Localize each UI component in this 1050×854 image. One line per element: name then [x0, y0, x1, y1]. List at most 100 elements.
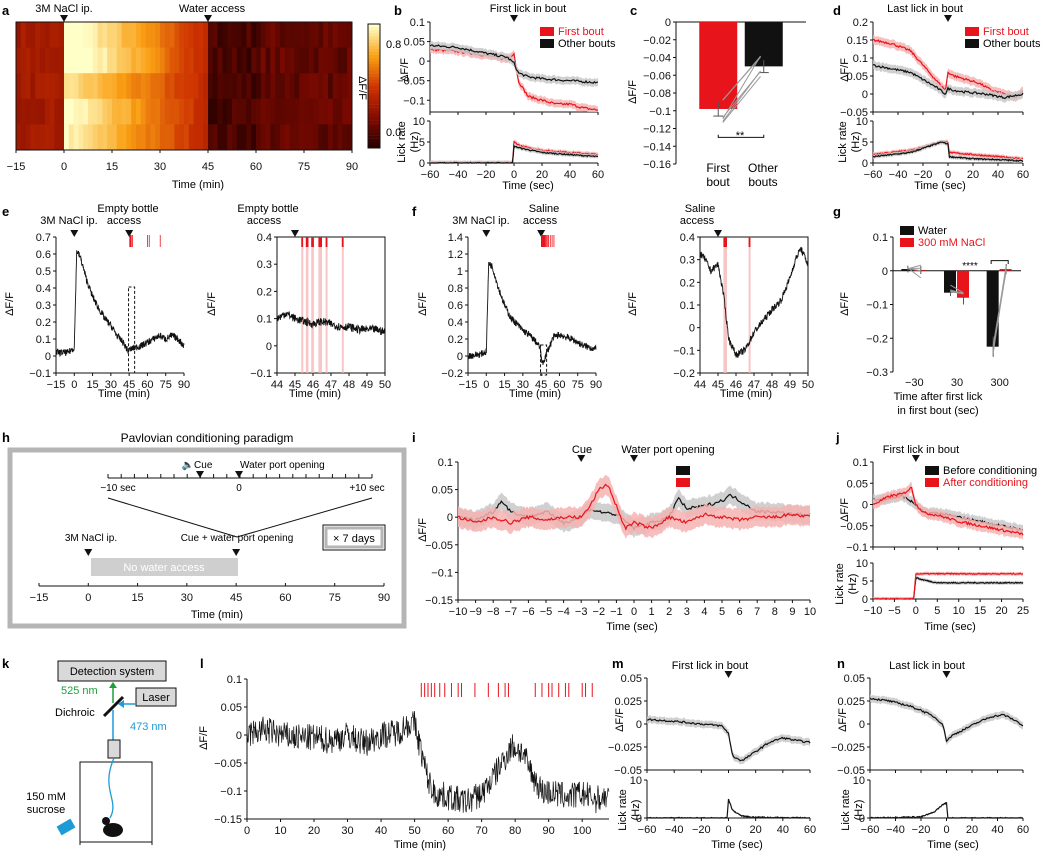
e-ytick-label: 0.1 — [36, 334, 51, 346]
j-ytick-label: 0 — [862, 500, 868, 512]
e-ytick-label: 0.3 — [36, 300, 51, 312]
d-band-other-bouts — [873, 60, 1023, 103]
b-ytick-label: −0.05 — [397, 76, 425, 88]
a-colorbar-tick-high: 0.8 — [386, 39, 401, 51]
f2-annotation-2: access — [680, 215, 715, 227]
panel-letter-d: d — [833, 3, 841, 18]
d-lick-ylabel-2: (Hz) — [850, 132, 862, 153]
a-heatmap-cell — [150, 98, 156, 125]
f2-ytick-label: −0.2 — [673, 368, 695, 380]
g-category-label: −30 — [905, 377, 924, 389]
a-heatmap-cell — [20, 124, 26, 151]
a-heatmap-cell — [92, 98, 98, 125]
a-heatmap-cell — [49, 98, 55, 125]
a-heatmap-cell — [265, 73, 271, 100]
j-ytick-label: −0.05 — [840, 521, 868, 533]
a-heatmap-cell — [102, 98, 108, 125]
i-xtick-label: −3 — [575, 606, 588, 618]
f2-ytick-label: 0 — [689, 323, 695, 335]
k-rotary-joint — [107, 739, 121, 759]
a-heatmap-cell — [313, 22, 319, 48]
a-heatmap-cell — [232, 98, 238, 125]
g-paired-line — [950, 291, 964, 295]
b-ytick-label: 0 — [419, 56, 425, 68]
j-lick-ytick-label: 0 — [862, 594, 868, 606]
g-legend-water: Water — [918, 225, 947, 237]
a-heatmap-cell — [140, 98, 146, 125]
m-event-arrow-icon — [724, 671, 733, 678]
j-lick-xtick-label: 20 — [995, 605, 1007, 617]
e2-lick-band — [341, 237, 344, 373]
a-colorbar-frame — [367, 23, 381, 149]
a-heatmap-cell — [16, 98, 22, 125]
a-xtick-label: −15 — [7, 161, 26, 173]
i-xtick-label: −8 — [487, 606, 500, 618]
a-heatmap-cell — [198, 22, 204, 48]
g-ylabel: ΔF/F — [839, 292, 851, 316]
a-colorbar-segment — [368, 92, 380, 96]
g-legend-swatch-nacl — [900, 238, 914, 247]
a-annotation-arrow-icon — [204, 15, 212, 22]
f-ylabel: ΔF/F — [417, 292, 429, 316]
f2-ylabel: ΔF/F — [627, 292, 639, 316]
a-heatmap-cell — [102, 73, 108, 100]
h-xtick-label: 15 — [131, 592, 143, 604]
n-ytick-label: −0.05 — [837, 765, 865, 777]
a-heatmap-cell — [337, 98, 343, 125]
a-heatmap-cell — [126, 73, 132, 100]
a-heatmap-cell — [337, 22, 343, 48]
n-xlabel: Time (sec) — [927, 839, 979, 851]
a-heatmap-cell — [140, 47, 146, 74]
c-category-other-2: bouts — [748, 175, 777, 189]
a-heatmap-cell — [332, 47, 338, 74]
e2-ytick-label: 0.2 — [257, 286, 272, 298]
a-heatmap-cell — [184, 73, 190, 100]
a-heatmap-cell — [59, 98, 65, 125]
a-heatmap-cell — [64, 22, 70, 48]
a-heatmap-cell — [289, 22, 295, 48]
a-heatmap-cell — [35, 73, 41, 100]
d-lick-line-other-bouts — [872, 141, 1024, 163]
j-lick-xtick-label: −10 — [864, 605, 883, 617]
m-lick-xtick-label: 0 — [725, 824, 731, 836]
a-colorbar-segment — [368, 36, 380, 40]
l-xtick-label: 30 — [341, 825, 353, 837]
i-xtick-label: 5 — [719, 606, 725, 618]
a-heatmap-cell — [78, 98, 84, 125]
a-heatmap-cell — [30, 22, 36, 48]
a-heatmap-cell — [318, 22, 324, 48]
d-line-first-bout — [872, 38, 1024, 99]
panel-letter-m: m — [612, 656, 624, 671]
b-legend-first: First bout — [558, 26, 604, 38]
e2-lick-mark — [341, 237, 344, 247]
a-heatmap-cell — [299, 124, 305, 151]
a-heatmap-cell — [30, 73, 36, 100]
a-heatmap-cell — [112, 47, 118, 74]
d-legend-swatch-first — [965, 27, 979, 36]
a-xtick-label: 60 — [250, 161, 262, 173]
h-days-label: × 7 days — [333, 533, 375, 545]
a-heatmap-cell — [92, 22, 98, 48]
a-colorbar-segment — [368, 33, 380, 37]
n-lick-xtick-label: 0 — [943, 824, 949, 836]
k-dichroic-label: Dichroic — [55, 707, 95, 719]
m-lick-ytick-label: 10 — [630, 775, 642, 787]
a-heatmap-cell — [241, 22, 247, 48]
g-xlabel-1: Time after first lick — [894, 391, 983, 403]
n-line-trace — [869, 697, 1024, 743]
a-heatmap-cell — [265, 47, 271, 74]
a-heatmap-cell — [236, 73, 242, 100]
a-heatmap-cell — [227, 73, 233, 100]
a-heatmap-cell — [184, 98, 190, 125]
b-lick-xtick-label: −20 — [477, 169, 496, 181]
a-heatmap-cell — [323, 47, 329, 74]
a-heatmap-cell — [25, 124, 31, 151]
a-heatmap-cell — [198, 47, 204, 74]
a-heatmap-cell — [342, 22, 348, 48]
e2-ytick-label: 0.1 — [257, 314, 272, 326]
a-heatmap-cell — [78, 22, 84, 48]
a-heatmap-cell — [251, 47, 257, 74]
a-heatmap-cell — [145, 98, 151, 125]
a-heatmap-cell — [35, 22, 41, 48]
e2-ytick-label: 0 — [266, 341, 272, 353]
